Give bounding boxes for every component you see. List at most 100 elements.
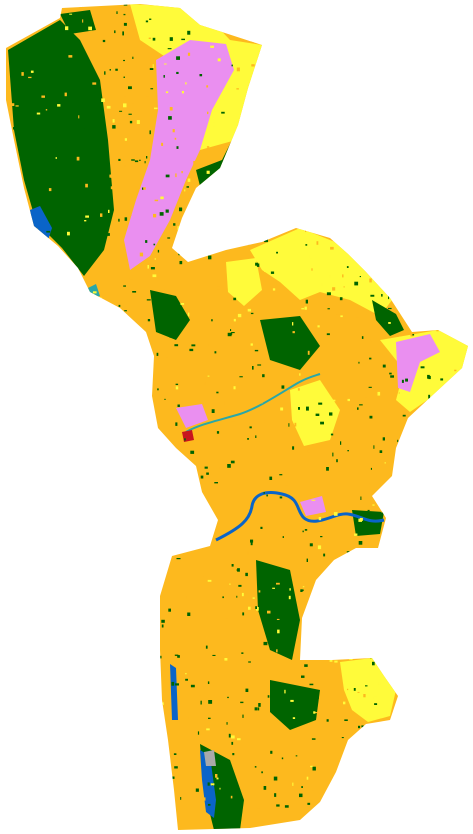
speckle	[446, 180, 450, 184]
speckle	[339, 297, 343, 301]
speckle	[114, 30, 116, 34]
speckle	[461, 483, 464, 486]
grassland-patch	[290, 380, 340, 446]
speckle	[438, 270, 441, 274]
speckle	[231, 741, 234, 745]
speckle	[214, 351, 217, 354]
speckle	[137, 629, 141, 632]
speckle	[276, 557, 281, 559]
speckle	[386, 711, 391, 715]
speckle	[52, 712, 55, 714]
speckle	[86, 615, 90, 619]
speckle	[425, 663, 429, 667]
speckle	[38, 476, 41, 480]
speckle	[312, 113, 314, 117]
speckle	[238, 584, 242, 587]
speckle	[38, 266, 42, 271]
speckle	[391, 800, 393, 802]
speckle	[195, 788, 199, 792]
speckle	[417, 546, 420, 549]
speckle	[17, 628, 21, 631]
speckle	[419, 168, 421, 171]
speckle	[454, 118, 458, 120]
speckle	[383, 241, 388, 245]
speckle	[98, 364, 102, 369]
speckle	[99, 410, 103, 414]
speckle	[175, 683, 179, 686]
speckle	[440, 64, 445, 68]
speckle	[58, 324, 62, 326]
speckle	[250, 542, 253, 546]
speckle	[186, 532, 188, 536]
speckle	[139, 159, 141, 161]
speckle	[62, 755, 65, 760]
speckle	[292, 322, 294, 326]
speckle	[155, 702, 159, 704]
speckle	[428, 183, 432, 187]
speckle	[369, 278, 372, 283]
speckle	[148, 37, 151, 39]
speckle	[448, 50, 452, 53]
speckle	[6, 521, 10, 524]
speckle	[346, 551, 350, 553]
speckle	[164, 63, 167, 65]
speckle	[207, 681, 210, 684]
speckle	[180, 797, 182, 800]
speckle	[448, 539, 453, 543]
speckle	[149, 68, 154, 70]
speckle	[276, 191, 280, 196]
speckle	[313, 338, 315, 341]
speckle	[1, 396, 4, 397]
speckle	[306, 446, 308, 450]
speckle	[127, 716, 131, 720]
speckle	[215, 628, 220, 631]
speckle	[442, 505, 444, 507]
speckle	[225, 618, 229, 622]
speckle	[371, 160, 374, 164]
speckle	[108, 35, 110, 37]
speckle	[320, 536, 323, 538]
speckle	[205, 645, 208, 649]
speckle	[402, 282, 407, 286]
speckle	[21, 750, 23, 754]
speckle	[382, 437, 385, 441]
speckle	[280, 185, 284, 189]
speckle	[226, 722, 228, 725]
speckle	[165, 355, 169, 358]
speckle	[458, 214, 462, 216]
speckle	[288, 595, 291, 600]
speckle	[203, 161, 208, 163]
speckle	[405, 378, 408, 382]
speckle	[159, 655, 162, 659]
speckle	[355, 777, 358, 779]
speckle	[418, 225, 420, 228]
speckle	[112, 351, 117, 354]
speckle	[444, 450, 447, 454]
speckle	[415, 269, 417, 271]
speckle	[64, 272, 69, 276]
speckle	[317, 99, 320, 104]
speckle	[262, 374, 265, 378]
speckle	[92, 425, 97, 429]
speckle	[434, 699, 436, 701]
speckle	[344, 750, 348, 752]
speckle	[223, 21, 227, 25]
speckle	[82, 19, 84, 23]
speckle	[438, 65, 441, 69]
speckle	[461, 234, 465, 237]
speckle	[390, 550, 393, 554]
speckle	[244, 831, 245, 834]
speckle	[150, 88, 154, 90]
speckle	[302, 530, 304, 533]
speckle	[84, 71, 87, 75]
speckle	[244, 234, 248, 237]
speckle	[118, 218, 120, 222]
speckle	[35, 242, 38, 247]
speckle	[41, 95, 45, 98]
speckle	[175, 383, 179, 385]
speckle	[290, 28, 295, 31]
speckle	[237, 568, 240, 572]
speckle	[185, 242, 189, 245]
speckle	[397, 66, 400, 69]
speckle	[108, 93, 113, 96]
